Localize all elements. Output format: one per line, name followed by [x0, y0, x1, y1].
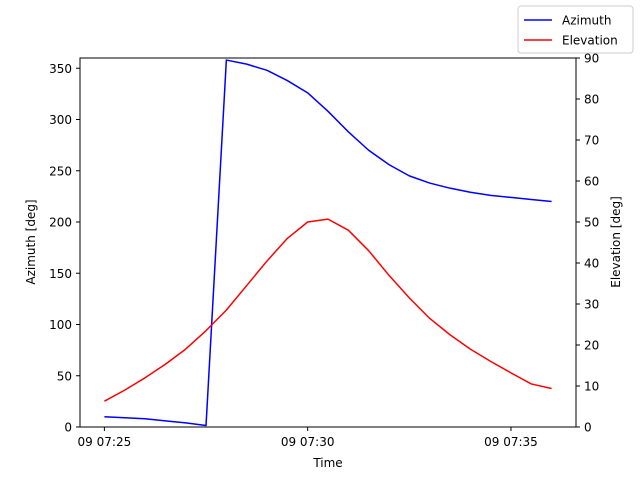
- y-right-tick-label: 50: [584, 216, 599, 230]
- legend-label-elevation: Elevation: [562, 34, 618, 48]
- legend: Azimuth Elevation: [517, 5, 634, 54]
- y-axis-right-label: Elevation [deg]: [609, 196, 623, 288]
- y-left-tick-label: 200: [49, 216, 72, 230]
- legend-box: [517, 5, 634, 54]
- y-right-tick-label: 60: [584, 175, 599, 189]
- y-right-tick-label: 40: [584, 257, 599, 271]
- y-right-tick-label: 10: [584, 380, 599, 394]
- legend-label-azimuth: Azimuth: [562, 14, 611, 28]
- y-right-tick-label: 70: [584, 134, 599, 148]
- series-line-azimuth: [104, 59, 552, 427]
- x-axis-label: Time: [312, 456, 342, 470]
- y-axis-left: 0 50 100 150 200 250 300 350: [49, 62, 80, 435]
- y-left-tick-label: 150: [49, 267, 72, 281]
- y-right-tick-label: 20: [584, 339, 599, 353]
- x-tick-label: 09 07:30: [281, 435, 335, 449]
- y-right-tick-label: 80: [584, 93, 599, 107]
- y-left-tick-label: 300: [49, 113, 72, 127]
- plot-frame: [79, 57, 577, 428]
- y-left-tick-label: 0: [64, 421, 72, 435]
- series-line-elevation: [104, 218, 552, 402]
- y-left-tick-label: 100: [49, 318, 72, 332]
- y-right-tick-label: 30: [584, 298, 599, 312]
- y-left-tick-label: 250: [49, 164, 72, 178]
- y-axis-left-label: Azimuth [deg]: [24, 199, 38, 284]
- y-right-tick-label: 0: [584, 421, 592, 435]
- x-axis: 09 07:25 09 07:30 09 07:35: [78, 427, 538, 449]
- plot-lines: [104, 59, 552, 427]
- x-tick-label: 09 07:25: [78, 435, 132, 449]
- y-left-tick-label: 50: [57, 369, 72, 383]
- y-left-tick-label: 350: [49, 62, 72, 76]
- y-right-tick-label: 90: [584, 52, 599, 66]
- x-tick-label: 09 07:35: [484, 435, 538, 449]
- y-axis-right: 0 10 20 30 40 50 60 70 80 90: [576, 52, 599, 435]
